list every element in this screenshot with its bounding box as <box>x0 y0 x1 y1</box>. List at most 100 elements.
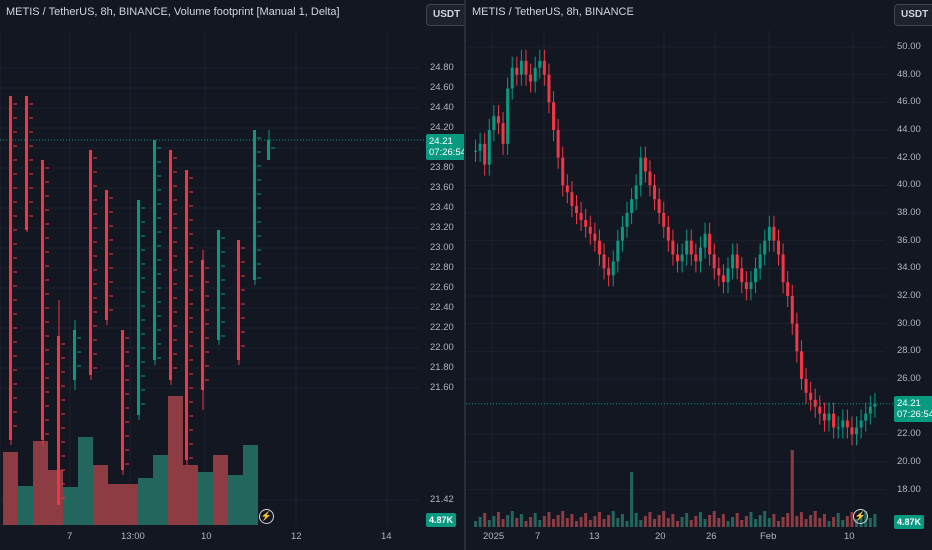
right-candle-body <box>777 240 780 255</box>
pane-divider[interactable] <box>464 0 466 550</box>
right-price-tick: 50.00 <box>897 41 921 52</box>
right-volume-bar <box>781 517 785 527</box>
left-volume-bar <box>243 445 258 525</box>
right-candle-body <box>556 130 560 158</box>
right-candle-body <box>602 254 606 269</box>
right-volume-bar <box>616 518 620 527</box>
left-candle-body <box>105 190 108 320</box>
candle-chart-pane[interactable]: METIS / TetherUS, 8h, BINANCE USDT 50.00… <box>466 0 932 550</box>
right-candle-body <box>653 185 657 200</box>
left-time-tick: 13:00 <box>121 531 145 542</box>
right-time-tick: 20 <box>655 531 666 542</box>
right-lightning-icon[interactable]: ⚡ <box>853 509 868 524</box>
left-candle-body <box>137 200 140 415</box>
right-volume-bar <box>542 516 546 527</box>
right-candle-body <box>708 233 712 255</box>
candle-chart-canvas[interactable] <box>466 0 932 550</box>
right-candle-body <box>671 240 675 255</box>
right-volume-bar <box>698 512 702 527</box>
right-volume-bar <box>653 519 657 527</box>
left-chart-legend[interactable]: METIS / TetherUS, 8h, BINANCE, Volume fo… <box>6 6 340 18</box>
right-candle-body <box>726 268 730 283</box>
right-candle-body <box>804 379 808 393</box>
left-price-tick: 22.40 <box>430 302 454 313</box>
right-volume-bar <box>506 515 510 527</box>
right-volume-bar <box>657 515 661 527</box>
right-volume-bar <box>703 519 707 527</box>
left-candle-body <box>267 140 270 160</box>
left-candle-body <box>237 240 240 360</box>
right-candle-body <box>731 254 735 269</box>
right-volume-bar <box>777 521 780 527</box>
left-volume-bar <box>123 484 138 525</box>
right-volume-bar <box>818 518 822 527</box>
right-volume-bar <box>579 517 583 527</box>
right-volume-bar <box>868 518 872 527</box>
right-volume-bar <box>841 520 845 527</box>
left-candle-body <box>253 130 256 280</box>
right-candle-body <box>666 226 670 241</box>
left-time-tick: 14 <box>381 531 392 542</box>
right-price-tick: 42.00 <box>897 151 921 163</box>
right-volume-bar <box>822 514 826 527</box>
right-candle-body <box>529 74 533 82</box>
right-price-tick: 22.00 <box>897 428 921 440</box>
left-time-tick: 12 <box>291 531 302 542</box>
right-candle-body <box>620 226 624 241</box>
right-candle-body <box>611 261 615 276</box>
right-candle-body <box>584 219 588 227</box>
left-last-price: 24.21 <box>429 136 453 147</box>
right-volume-bar <box>607 515 611 527</box>
right-candle-body <box>767 226 771 241</box>
right-volume-bar <box>602 519 606 527</box>
right-volume-bar <box>832 517 836 527</box>
right-volume-bar <box>850 512 854 527</box>
right-price-tick: 20.00 <box>897 456 921 467</box>
right-candle-body <box>579 213 583 220</box>
right-candle-body <box>542 60 546 75</box>
right-candle-body <box>496 116 500 124</box>
left-price-tick: 21.42 <box>430 494 454 505</box>
right-candle-body <box>790 296 794 324</box>
left-price-tick: 21.60 <box>430 382 454 393</box>
right-volume-bar <box>487 520 491 527</box>
right-candle-body <box>744 282 748 290</box>
footprint-chart-canvas[interactable] <box>0 0 464 550</box>
right-candle-body <box>575 206 578 213</box>
right-volume-bar <box>662 511 666 527</box>
left-candle-body <box>169 150 172 380</box>
left-volume-bar <box>108 484 123 525</box>
left-candle-body <box>73 330 76 380</box>
left-candle-body <box>25 96 28 230</box>
left-lightning-icon[interactable]: ⚡ <box>259 509 274 524</box>
right-chart-legend[interactable]: METIS / TetherUS, 8h, BINANCE <box>472 6 634 18</box>
right-price-tick: 34.00 <box>897 262 921 274</box>
right-candle-body <box>538 60 542 68</box>
left-last-price-tag: 24.21 07:26:54 <box>426 134 464 160</box>
right-candle-body <box>836 427 840 429</box>
left-price-tick: 23.60 <box>430 182 454 193</box>
right-volume-bar <box>680 517 684 527</box>
left-price-tick: 22.00 <box>430 342 454 353</box>
right-candle-body <box>501 123 505 144</box>
left-currency-button[interactable]: USDT <box>426 4 464 26</box>
footprint-chart-pane[interactable]: METIS / TetherUS, 8h, BINANCE, Volume fo… <box>0 0 464 550</box>
right-volume-bar <box>795 516 799 527</box>
left-candle-body <box>41 160 44 440</box>
right-candle-body <box>864 413 868 421</box>
right-candle-body <box>749 282 753 290</box>
right-volume-bar <box>648 512 652 527</box>
right-volume-bar <box>570 514 574 527</box>
right-time-tick: 2025 <box>483 531 505 542</box>
right-volume-bar <box>515 518 519 527</box>
right-candle-body <box>588 226 592 234</box>
right-candle-body <box>827 413 831 421</box>
right-candle-body <box>547 74 551 103</box>
right-candle-body <box>855 427 859 435</box>
right-candle-body <box>657 199 661 213</box>
right-volume-bar <box>483 513 487 527</box>
right-candle-body <box>492 116 496 130</box>
right-currency-button[interactable]: USDT <box>894 4 932 26</box>
right-volume-bar <box>556 515 560 527</box>
left-volume-bar <box>3 452 18 525</box>
